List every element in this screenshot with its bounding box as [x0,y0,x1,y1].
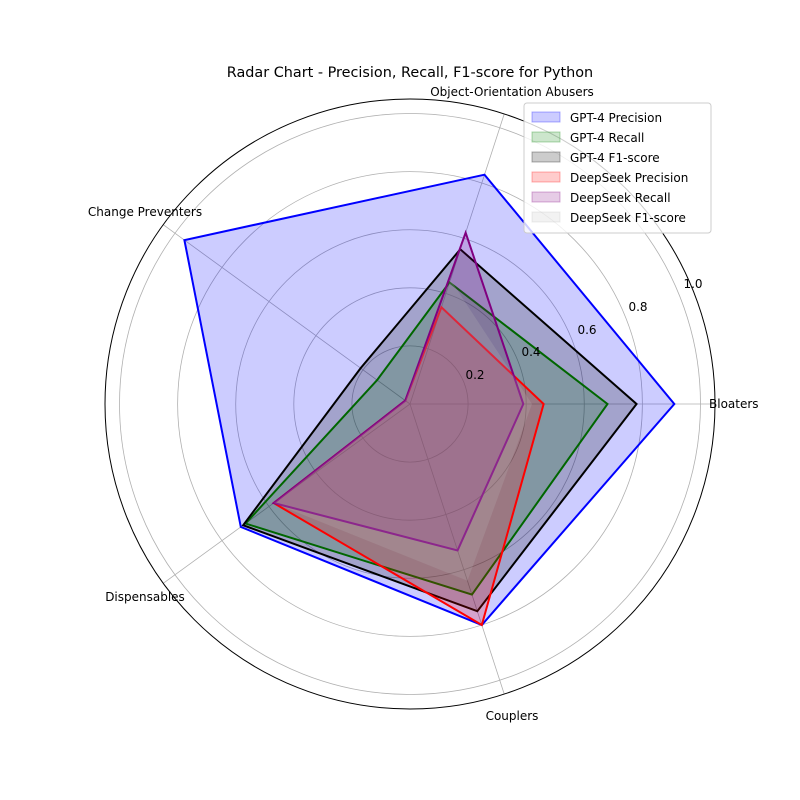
grid-spoke [163,224,411,405]
category-label: Bloaters [709,397,759,411]
category-label: Dispensables [105,590,185,604]
r-tick-label: 0.2 [465,368,484,382]
legend-swatch [531,151,561,163]
series-area-4 [273,232,524,551]
series-area-3 [273,307,544,626]
outer-frame [104,98,716,710]
category-label: Couplers [486,709,539,723]
radar-labels: Bloaters Object-Orientation Abusers Change… [88,85,759,723]
legend-frame [523,102,712,234]
legend-label: GPT-4 F1-score [570,151,660,165]
legend-swatch [531,211,561,223]
r-tick-label: 0.4 [521,345,540,359]
legend-label: DeepSeek F1-score [570,211,686,225]
legend-swatch [531,111,561,123]
legend-label: GPT-4 Recall [570,131,644,145]
legend-swatch [531,131,561,143]
r-tick-label: 0.8 [628,300,647,314]
legend-label: DeepSeek Precision [570,171,688,185]
r-tick-label: 1.0 [683,277,702,291]
legend-label: DeepSeek Recall [570,191,671,205]
series-line-0 [183,173,676,627]
series-area-1 [245,282,608,595]
legend: GPT-4 Precision GPT-4 Recall GPT-4 F1-scor… [523,102,712,234]
legend-swatch [531,191,561,203]
series-line-4 [271,229,525,552]
r-tick-label: 0.6 [577,323,596,337]
legend-swatch [531,171,561,183]
radar-series [183,173,676,627]
chart-title: Radar Chart - Precision, Recall, F1-scor… [227,65,593,81]
series-line-1 [243,281,609,596]
series-line-2 [241,247,638,613]
series-area-5 [273,279,532,581]
category-label: Object-Orientation Abusers [430,85,594,99]
legend-label: GPT-4 Precision [570,111,662,125]
category-label: Change Preventers [88,205,202,219]
